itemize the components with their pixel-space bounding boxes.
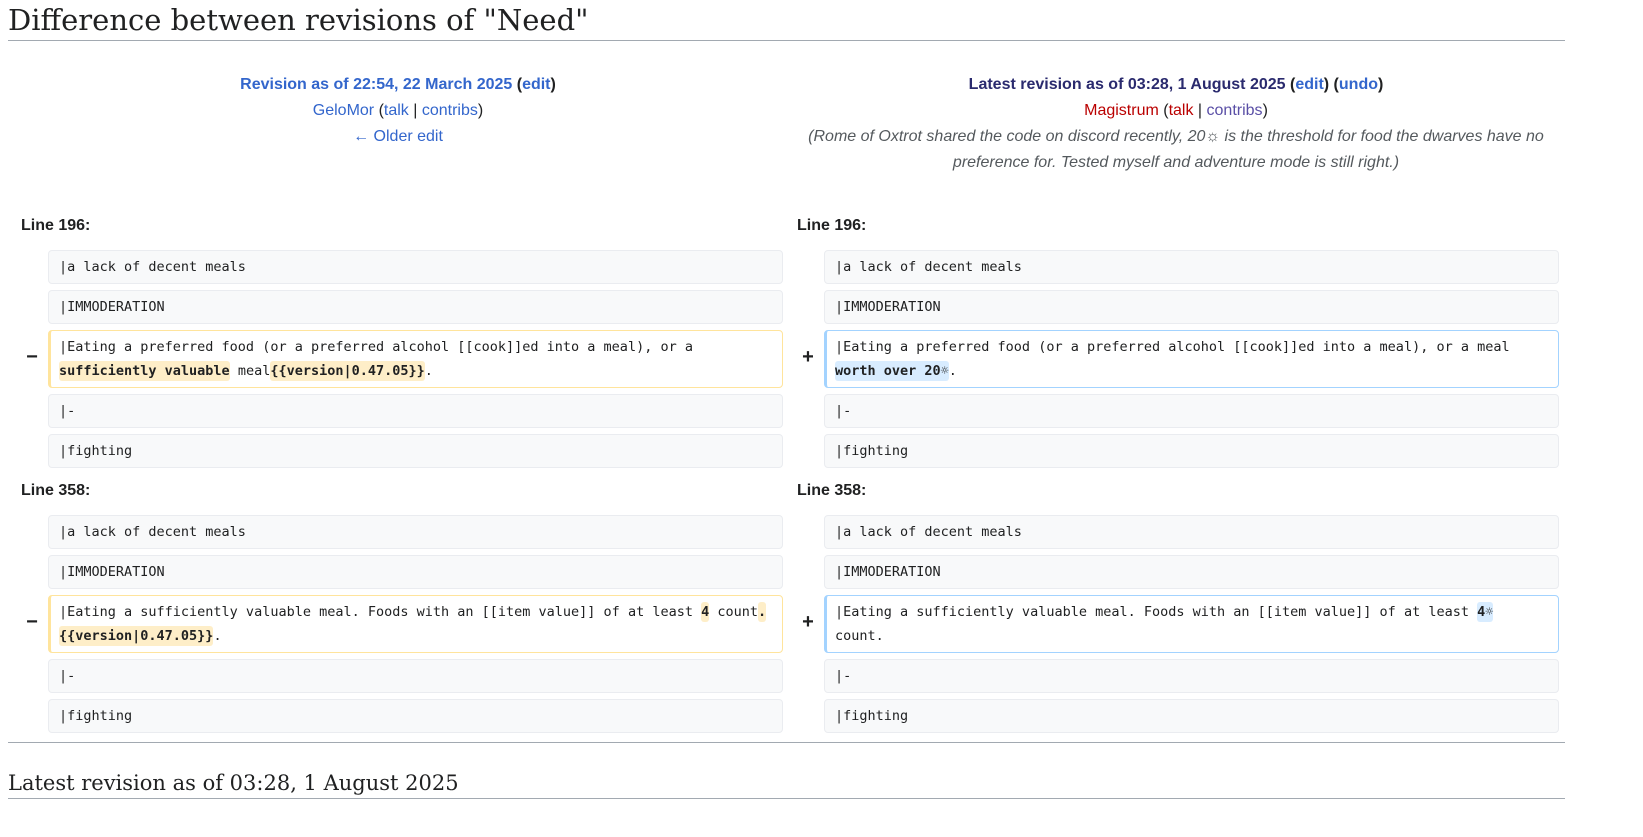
context-line: |-: [824, 659, 1559, 693]
context-line: |a lack of decent meals: [824, 515, 1559, 549]
older-edit-link[interactable]: ← Older edit: [353, 128, 443, 145]
old-user-link[interactable]: GeloMor: [312, 102, 375, 119]
page-title: Difference between revisions of "Need": [8, 3, 589, 37]
context-line: |a lack of decent meals: [48, 515, 783, 549]
added-text: 4☼: [1477, 602, 1494, 622]
deleted-marker: −: [26, 611, 38, 633]
deleted-text: .: [758, 602, 767, 622]
deleted-text: 4: [701, 602, 710, 622]
added-marker: +: [802, 611, 814, 633]
text: |Eating a preferred food (or a preferred…: [59, 339, 702, 355]
line-number-left: Line 358:: [21, 482, 91, 499]
old-revision-link[interactable]: Revision as of 22:54, 22 March 2025: [240, 76, 513, 93]
text: |Eating a sufficiently valuable meal. Fo…: [835, 604, 1478, 620]
edit-summary: (Rome of Oxtrot shared the code on disco…: [808, 128, 1544, 171]
context-line: |IMMODERATION: [48, 555, 783, 589]
added-line: |Eating a sufficiently valuable meal. Fo…: [824, 595, 1559, 653]
line-number-right: Line 358:: [797, 482, 867, 499]
context-line: |a lack of decent meals: [48, 250, 783, 284]
old-contribs-link[interactable]: contribs: [421, 102, 478, 119]
line-number-right: Line 196:: [797, 217, 867, 234]
text: count: [709, 604, 759, 620]
new-revision-link[interactable]: Latest revision as of 03:28, 1 August 20…: [968, 76, 1286, 93]
divider: [8, 798, 1565, 799]
deleted-line: |Eating a sufficiently valuable meal. Fo…: [48, 595, 783, 653]
divider: [8, 40, 1565, 41]
deleted-text: {{version|0.47.05}}: [270, 361, 425, 381]
line-number-left: Line 196:: [21, 217, 91, 234]
latest-revision-heading: Latest revision as of 03:28, 1 August 20…: [8, 771, 459, 795]
deleted-text: sufficiently valuable: [59, 361, 230, 381]
context-line: |fighting: [824, 434, 1559, 468]
context-line: |-: [48, 394, 783, 428]
added-text: worth over 20☼: [835, 361, 949, 381]
new-contribs-link[interactable]: contribs: [1206, 102, 1263, 119]
text: count.: [835, 604, 1502, 644]
text: .: [424, 363, 433, 379]
context-line: |IMMODERATION: [48, 290, 783, 324]
new-edit-link[interactable]: edit: [1295, 76, 1324, 93]
text: |Eating a preferred food (or a preferred…: [835, 339, 1518, 355]
divider: [8, 742, 1565, 743]
text: .: [948, 363, 957, 379]
old-revision-header: Revision as of 22:54, 22 March 2025 (edi…: [240, 76, 556, 145]
text: meal: [229, 363, 271, 379]
context-line: |-: [48, 659, 783, 693]
deleted-text: {{version|0.47.05}}: [59, 626, 214, 646]
added-line: |Eating a preferred food (or a preferred…: [824, 330, 1559, 388]
context-line: |fighting: [48, 699, 783, 733]
old-edit-link[interactable]: edit: [522, 76, 551, 93]
added-marker: +: [802, 346, 814, 368]
new-user-link[interactable]: Magistrum: [1084, 102, 1159, 119]
context-line: |IMMODERATION: [824, 290, 1559, 324]
context-line: |fighting: [824, 699, 1559, 733]
new-talk-link[interactable]: talk: [1168, 102, 1194, 119]
context-line: |-: [824, 394, 1559, 428]
text: .: [213, 628, 222, 644]
old-talk-link[interactable]: talk: [383, 102, 409, 119]
text: [766, 604, 774, 620]
context-line: |a lack of decent meals: [824, 250, 1559, 284]
undo-link[interactable]: undo: [1338, 76, 1378, 93]
deleted-line: |Eating a preferred food (or a preferred…: [48, 330, 783, 388]
new-revision-header: Latest revision as of 03:28, 1 August 20…: [796, 72, 1556, 176]
text: |Eating a sufficiently valuable meal. Fo…: [59, 604, 702, 620]
context-line: |IMMODERATION: [824, 555, 1559, 589]
deleted-marker: −: [26, 346, 38, 368]
context-line: |fighting: [48, 434, 783, 468]
